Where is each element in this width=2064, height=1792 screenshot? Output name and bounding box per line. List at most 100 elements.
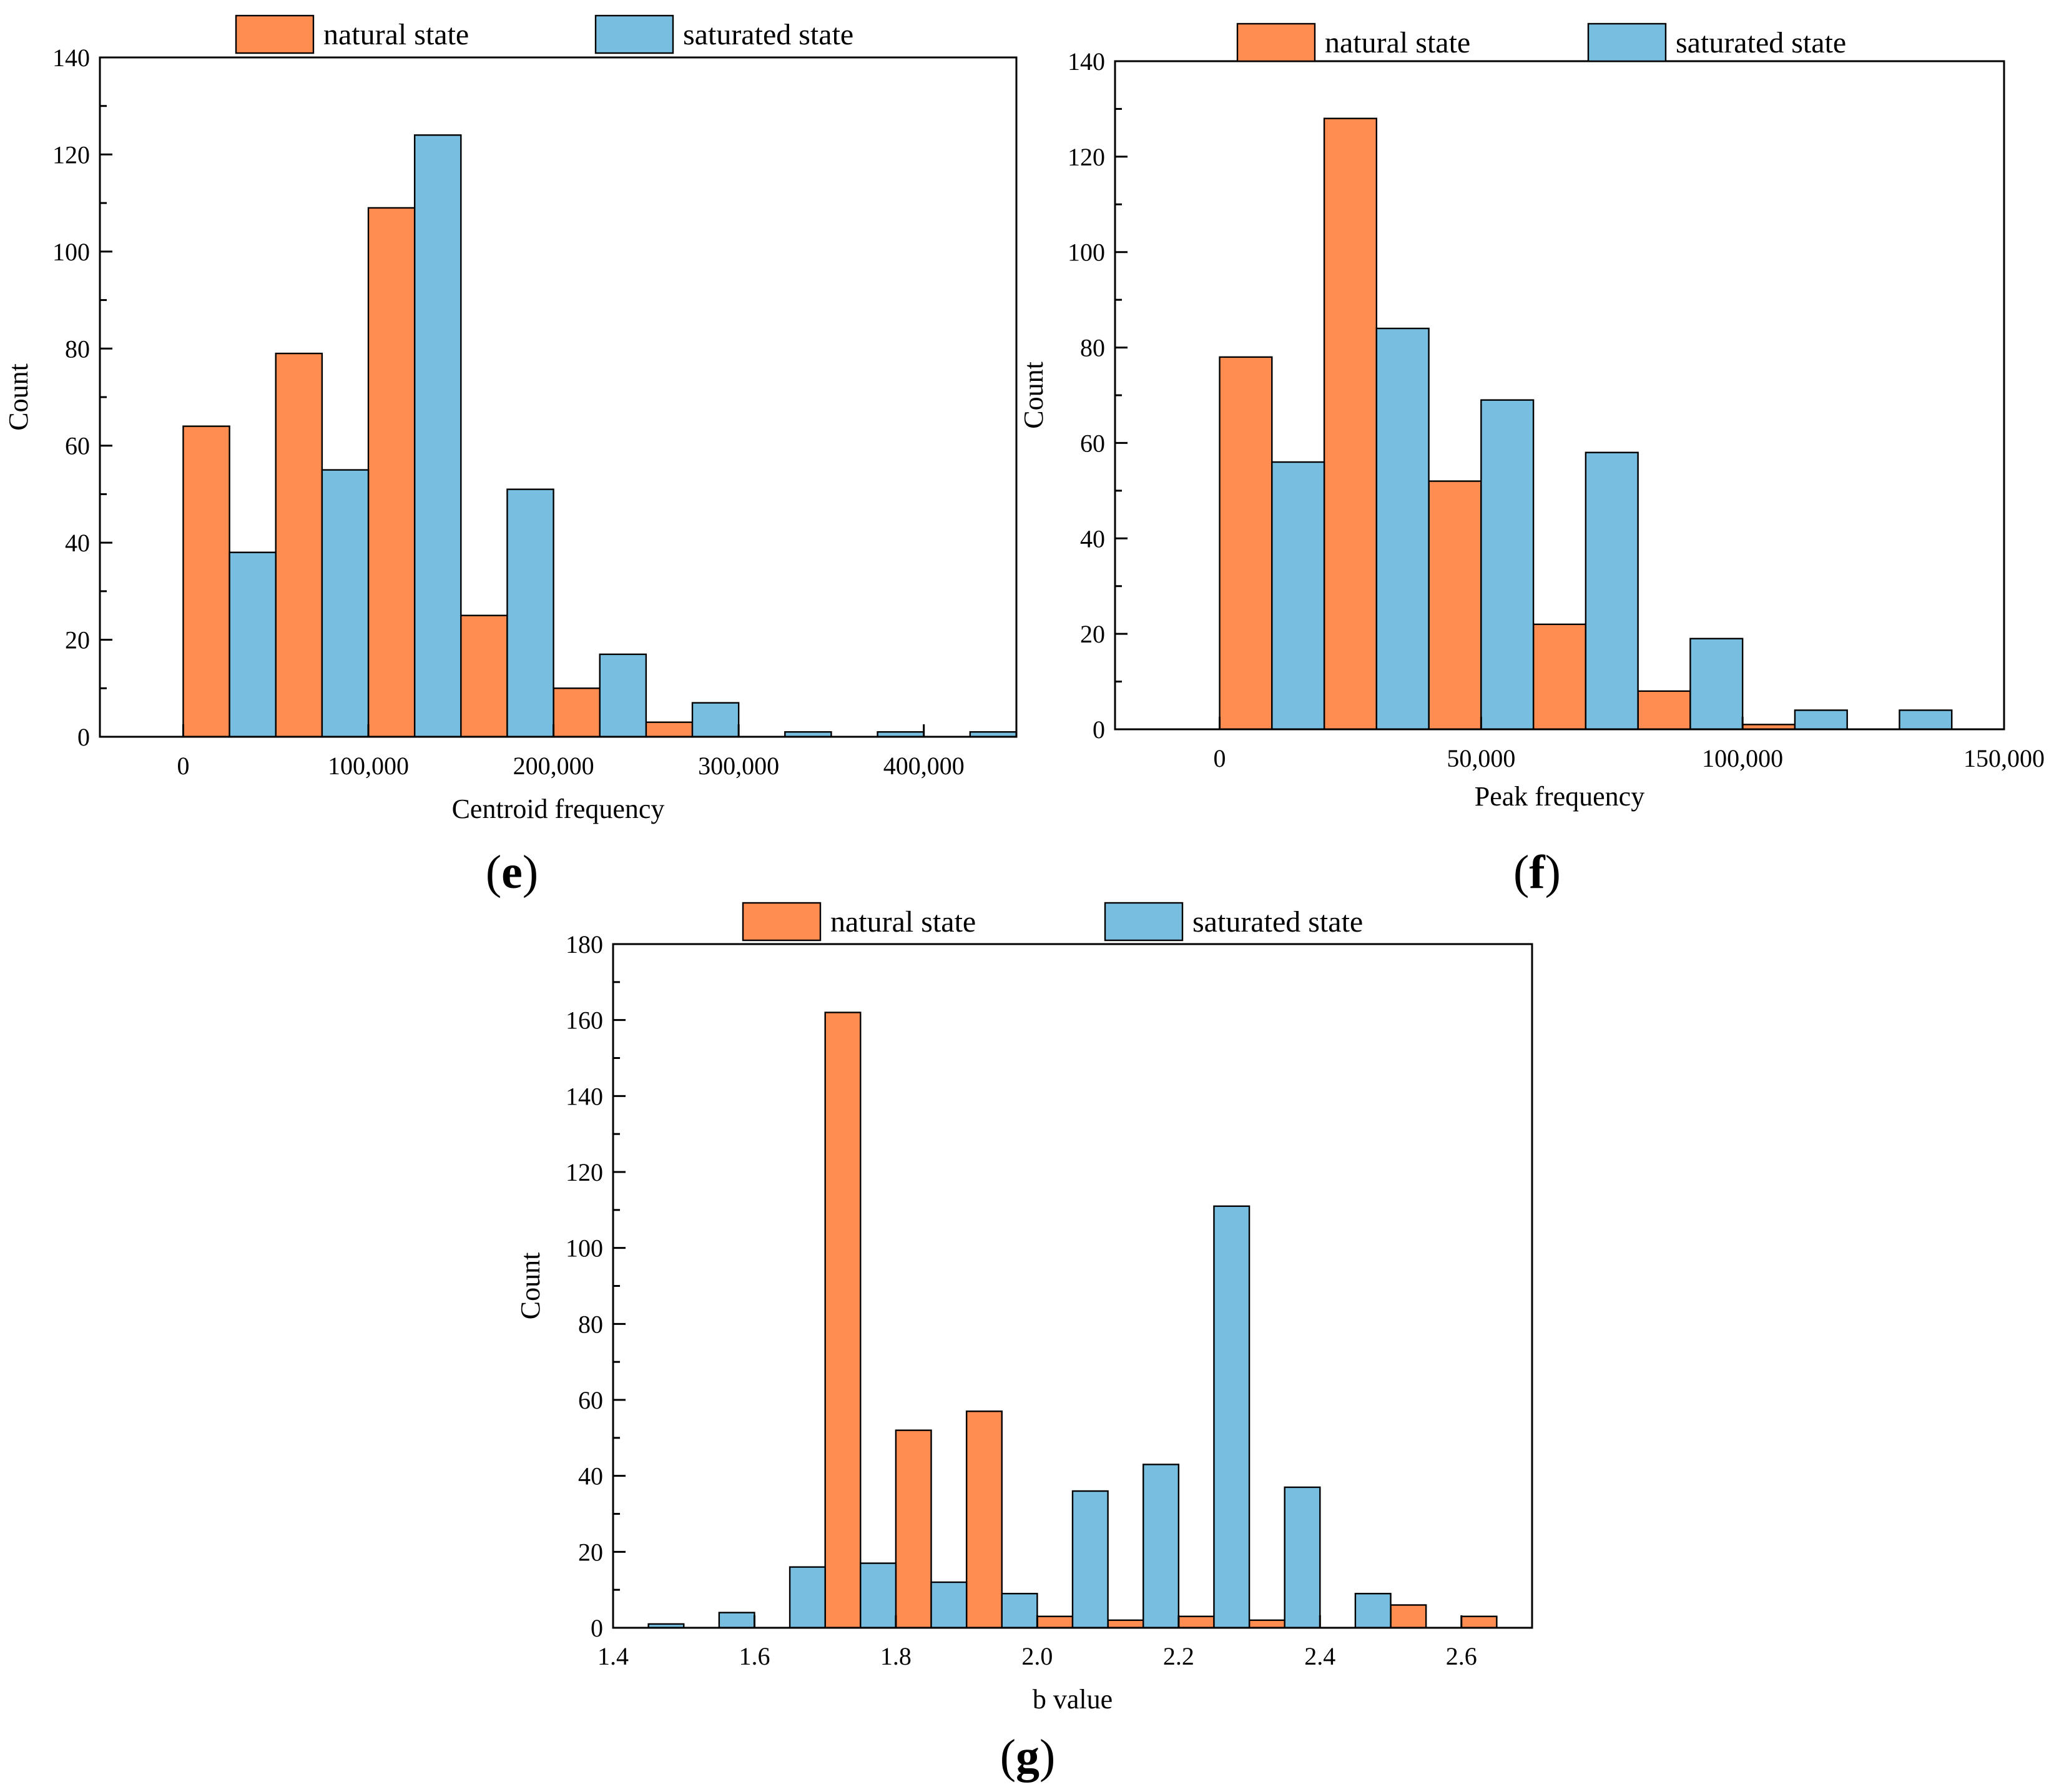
bar-saturated-6 bbox=[1071, 1490, 1109, 1629]
x-tick-label: 100,000 bbox=[1702, 744, 1783, 772]
y-tick-label: 80 bbox=[578, 1310, 603, 1338]
bar-natural-4 bbox=[1107, 1619, 1144, 1629]
bar-saturated-5 bbox=[1001, 1593, 1038, 1629]
chart-panel-f: 0 20 40 60 80 100 120 140 0 50,000 100,000 150,000 P… bbox=[1018, 22, 2045, 898]
y-tick-label: 140 bbox=[52, 44, 90, 72]
bar-saturated-4 bbox=[930, 1581, 968, 1629]
x-tick-label: 2.2 bbox=[1163, 1642, 1194, 1670]
y-tick-label: 40 bbox=[65, 529, 90, 557]
legend-label-saturated: saturated state bbox=[1192, 905, 1363, 938]
y-tick-label: 60 bbox=[578, 1386, 603, 1414]
bar-saturated-2 bbox=[413, 134, 462, 738]
bar-natural-2 bbox=[367, 207, 416, 738]
bar-saturated-1 bbox=[1375, 327, 1430, 731]
bar-saturated-0 bbox=[1271, 461, 1325, 731]
x-tick-label: 200,000 bbox=[513, 752, 594, 780]
x-tick-label: 2.4 bbox=[1304, 1642, 1335, 1670]
bar-saturated-8 bbox=[1213, 1205, 1251, 1629]
chart-panel-e: 0 20 40 60 80 100 120 140 0 100,000 200,000 300,000… bbox=[3, 14, 1018, 898]
legend-label-saturated: saturated state bbox=[683, 18, 853, 51]
y-tick-label: 140 bbox=[566, 1082, 603, 1110]
bar-natural-0 bbox=[182, 425, 230, 738]
y-tick-label: 100 bbox=[52, 238, 90, 266]
x-tick-label: 150,000 bbox=[1963, 744, 2045, 772]
y-tick-label: 60 bbox=[65, 432, 90, 460]
y-tick-label: 20 bbox=[65, 626, 90, 654]
x-tick-label: 1.8 bbox=[880, 1642, 912, 1670]
bar-natural-3 bbox=[1532, 623, 1587, 731]
y-tick-label: 60 bbox=[1080, 429, 1105, 457]
y-tick-label: 180 bbox=[566, 930, 603, 958]
y-tick-label: 20 bbox=[578, 1538, 603, 1566]
y-tick-label: 0 bbox=[591, 1614, 603, 1642]
bar-saturated-7 bbox=[1143, 1464, 1180, 1629]
y-axis-label: Count bbox=[1018, 362, 1049, 429]
legend-label-natural: natural state bbox=[830, 905, 976, 938]
panel-label: (g) bbox=[1000, 1730, 1056, 1783]
bar-natural-1 bbox=[275, 352, 323, 738]
x-tick-label: 1.6 bbox=[739, 1642, 770, 1670]
panel-label: (e) bbox=[486, 846, 538, 898]
bar-natural-4 bbox=[553, 687, 601, 738]
bar-natural-0 bbox=[824, 1012, 862, 1629]
bar-saturated-2 bbox=[1480, 399, 1535, 731]
bar-saturated-3 bbox=[860, 1562, 897, 1629]
legend-swatch-natural bbox=[1236, 22, 1316, 62]
x-tick-label: 2.6 bbox=[1446, 1642, 1477, 1670]
x-tick-label: 100,000 bbox=[328, 752, 409, 780]
legend-swatch-natural bbox=[235, 14, 315, 54]
y-tick-label: 100 bbox=[1068, 239, 1105, 267]
y-tick-label: 20 bbox=[1080, 620, 1105, 648]
bar-natural-4 bbox=[1637, 690, 1691, 731]
y-tick-label: 160 bbox=[566, 1007, 603, 1035]
x-tick-label: 2.0 bbox=[1021, 1642, 1053, 1670]
bar-natural-3 bbox=[460, 614, 508, 738]
bar-natural-6 bbox=[1248, 1619, 1285, 1629]
chart-panel-g: 0 20 40 60 80 100 120 140 160 180 1.4 1.6 1.8 2.0 2.2 2… bbox=[515, 902, 1533, 1783]
x-tick-label: 300,000 bbox=[698, 752, 779, 780]
y-axis-label: Count bbox=[3, 363, 34, 431]
bar-saturated-3 bbox=[506, 488, 554, 738]
x-axis-label: Peak frequency bbox=[1475, 781, 1644, 812]
y-tick-label: 140 bbox=[1068, 47, 1105, 76]
bar-saturated-6 bbox=[1899, 709, 1953, 731]
legend-swatch-saturated bbox=[1587, 22, 1667, 62]
legend-label-natural: natural state bbox=[1325, 26, 1470, 59]
bar-natural-3 bbox=[1036, 1615, 1074, 1629]
bar-saturated-5 bbox=[691, 702, 740, 738]
panel-label: (f) bbox=[1513, 846, 1561, 898]
bar-natural-5 bbox=[1177, 1615, 1215, 1629]
x-tick-label: 0 bbox=[1214, 744, 1226, 772]
x-tick-label: 0 bbox=[177, 752, 189, 780]
y-axis-label: Count bbox=[515, 1253, 546, 1320]
x-tick-label: 400,000 bbox=[883, 752, 965, 780]
bar-saturated-3 bbox=[1585, 451, 1639, 731]
legend-swatch-natural bbox=[742, 902, 822, 942]
y-tick-label: 100 bbox=[566, 1234, 603, 1263]
bar-natural-2 bbox=[1428, 480, 1482, 731]
y-tick-label: 80 bbox=[65, 335, 90, 363]
y-tick-label: 40 bbox=[1080, 524, 1105, 553]
y-tick-label: 0 bbox=[77, 723, 90, 751]
bar-natural-8 bbox=[1460, 1615, 1498, 1629]
bar-saturated-4 bbox=[1689, 638, 1744, 731]
legend-label-natural: natural state bbox=[323, 18, 469, 51]
bar-natural-5 bbox=[645, 721, 694, 738]
y-tick-label: 40 bbox=[578, 1462, 603, 1490]
x-tick-label: 1.4 bbox=[597, 1642, 629, 1670]
y-tick-label: 80 bbox=[1080, 334, 1105, 362]
bar-saturated-9 bbox=[1284, 1486, 1321, 1629]
bar-saturated-1 bbox=[718, 1612, 755, 1629]
x-axis-label: Centroid frequency bbox=[452, 794, 665, 824]
bar-saturated-5 bbox=[1794, 709, 1848, 731]
bar-natural-0 bbox=[1219, 356, 1273, 731]
bar-natural-1 bbox=[1323, 117, 1378, 731]
bar-natural-2 bbox=[965, 1410, 1003, 1629]
bar-natural-1 bbox=[895, 1429, 932, 1629]
y-tick-label: 120 bbox=[52, 140, 90, 169]
bar-saturated-1 bbox=[321, 469, 370, 738]
bar-saturated-0 bbox=[229, 551, 277, 738]
x-tick-label: 50,000 bbox=[1447, 744, 1515, 772]
